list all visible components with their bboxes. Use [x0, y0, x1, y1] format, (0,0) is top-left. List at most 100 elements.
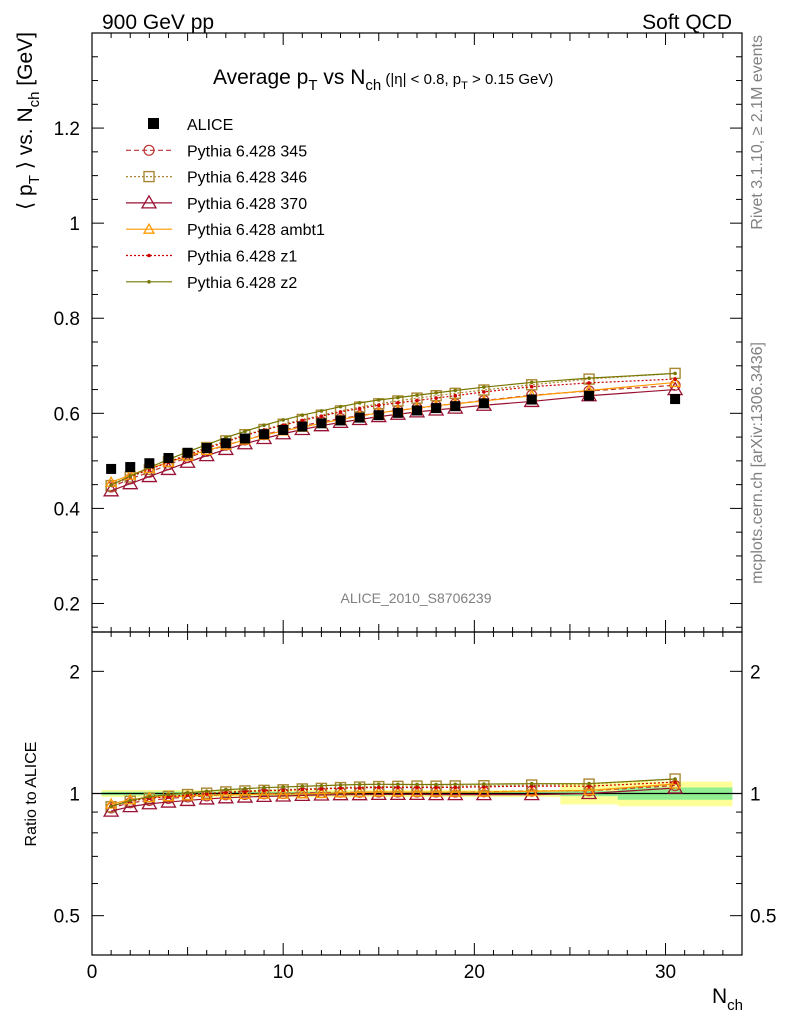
ratio-y-tick-label-right: 0.5	[750, 907, 776, 928]
ratio-point-z1	[262, 788, 266, 793]
legend-label-p346: Pythia 6.428 346	[187, 170, 307, 187]
ratio-point-p346	[526, 779, 538, 791]
point-alice	[670, 394, 681, 405]
legend-label-alice: ALICE	[187, 117, 233, 134]
point-z2	[243, 429, 247, 434]
x-tick-label: 10	[273, 962, 294, 983]
xlabel-a: N	[712, 985, 727, 1008]
ratio-y-axis-label: Ratio to ALICE	[23, 742, 40, 847]
point-alice	[450, 401, 461, 412]
ratio-point-ambt1	[200, 788, 213, 800]
ylabel-a: ⟨ p	[14, 184, 37, 210]
point-z2	[453, 388, 458, 393]
ratio-point-ambt1	[410, 785, 424, 797]
ratio-point-z2	[673, 777, 677, 781]
point-z1	[357, 406, 362, 411]
ylabel-sub1: T	[26, 175, 43, 184]
ratio-point-p370	[102, 802, 120, 817]
point-z2	[300, 413, 305, 418]
point-z1	[673, 377, 677, 381]
ratio-point-ambt1	[277, 787, 290, 799]
ratio-point-ambt1	[315, 787, 328, 799]
point-z1	[376, 403, 381, 408]
series-layer	[102, 367, 684, 817]
point-ambt1	[668, 376, 682, 388]
ratio-point-ambt1	[238, 788, 252, 800]
point-p370	[160, 461, 177, 476]
ratio-point-p346	[411, 780, 423, 792]
point-alice	[412, 405, 422, 416]
title-sub1: T	[308, 77, 317, 94]
x-tick-label: 30	[655, 962, 676, 983]
ratio-point-ambt1	[257, 787, 271, 799]
legend: ALICE Pythia 6.428 345 Pythia 6.428 346 Pyt…	[126, 117, 325, 292]
ratio-point-z1	[376, 785, 381, 790]
legend-label-z1: Pythia 6.428 z1	[187, 249, 297, 266]
point-p370	[217, 441, 234, 456]
rivet-note: Rivet 3.1.10, ≥ 2.1M events	[749, 35, 766, 230]
ratio-point-z2	[300, 784, 305, 789]
point-alice	[163, 453, 174, 464]
ratio-point-z1	[482, 785, 486, 789]
point-z2	[587, 376, 591, 380]
ratio-point-z1	[281, 788, 285, 793]
point-p370	[122, 475, 139, 490]
ratio-point-z2	[319, 783, 324, 788]
point-alice	[144, 458, 155, 469]
legend-label-p345: Pythia 6.428 345	[187, 143, 307, 160]
legend-marker-alice	[148, 118, 159, 129]
ratio-point-p346	[478, 780, 490, 792]
ratio-point-z1	[434, 785, 438, 790]
point-alice	[220, 438, 231, 449]
title-main: Average p	[213, 66, 308, 89]
ratio-point-ambt1	[124, 793, 137, 805]
axes: 0 10 20 30 0.2 0.4 0.6 0.8 1 1.2 0.5 0.5 1 1 2 2	[54, 32, 776, 983]
point-z2	[128, 474, 133, 478]
point-alice	[354, 412, 365, 423]
point-z2	[482, 385, 486, 389]
point-z2	[319, 409, 324, 413]
y-tick-label: 0.4	[54, 499, 81, 520]
ratio-line-ambt1	[110, 783, 676, 805]
ratio-point-z1	[300, 787, 305, 792]
y-tick-label: 0.6	[54, 404, 80, 425]
y-tick-label: 1	[69, 214, 80, 235]
point-z1	[338, 410, 343, 414]
ratio-point-z2	[376, 782, 381, 787]
point-alice	[125, 462, 136, 473]
point-alice	[478, 398, 489, 409]
ylabel-c: [GeV]	[14, 32, 37, 92]
point-p370	[179, 453, 196, 468]
point-alice	[526, 394, 537, 405]
ratio-point-z2	[262, 785, 266, 790]
ratio-point-z2	[147, 794, 152, 799]
ratio-point-p370	[141, 795, 158, 810]
ratio-point-z1	[453, 785, 458, 790]
ratio-point-z2	[166, 792, 171, 797]
point-z1	[415, 398, 419, 403]
ratio-point-z1	[396, 785, 400, 790]
y-tick-label: 0.8	[54, 309, 80, 330]
point-z1	[319, 414, 324, 418]
point-alice	[201, 443, 212, 454]
ratio-point-ambt1	[449, 785, 462, 797]
ratio-point-z2	[587, 781, 591, 786]
y-tick-label: 0.2	[54, 594, 80, 615]
title-cut-b: > 0.15 GeV)	[468, 71, 553, 88]
point-z1	[300, 418, 305, 423]
x-axis-label: Nch	[712, 985, 743, 1014]
legend-marker-p345	[143, 144, 155, 156]
header-left: 900 GeV pp	[102, 11, 214, 34]
ratio-point-z1	[319, 787, 324, 791]
y-axis-label: ⟨ pT ⟩ vs. Nch [GeV]	[14, 32, 43, 210]
ratio-point-z1	[338, 786, 343, 790]
chart-title: Average pT vs Nch (|η| < 0.8, pT > 0.15 …	[213, 66, 553, 94]
y-tick-label: 1.2	[54, 119, 80, 140]
point-z1	[434, 396, 438, 400]
ratio-point-z2	[357, 782, 362, 787]
ratio-point-z1	[673, 780, 677, 784]
point-z2	[434, 391, 438, 395]
ylabel-b: ⟩ vs. N	[14, 107, 37, 175]
x-tick-label: 0	[87, 962, 98, 983]
